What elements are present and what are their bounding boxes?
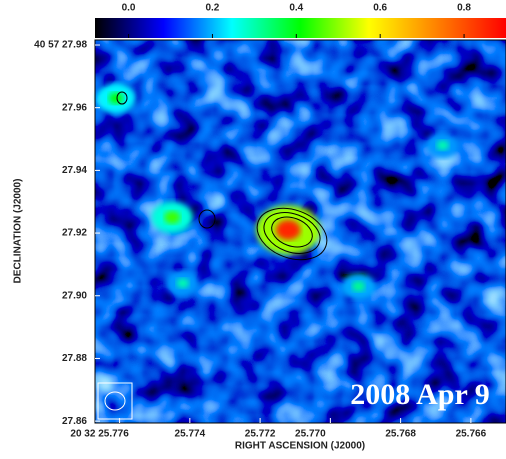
y-tick-label: 27.92 bbox=[62, 228, 87, 239]
x-tick-label: 25.772 bbox=[245, 429, 276, 440]
x-tick-label: 20 32 25.776 bbox=[70, 429, 129, 440]
y-tick-label: 40 57 27.98 bbox=[34, 40, 87, 51]
beam-box bbox=[97, 382, 133, 420]
x-tick-label: 25.770 bbox=[295, 429, 326, 440]
annotation: 2008 Apr 9 bbox=[350, 378, 489, 411]
colorbar-tick-label: 0.2 bbox=[205, 3, 219, 14]
source-core bbox=[275, 220, 301, 240]
y-tick-label: 27.86 bbox=[62, 416, 87, 427]
contours bbox=[116, 91, 328, 261]
colorbar-tick-label: 0.0 bbox=[122, 3, 136, 14]
colorbar-tick-label: 0.6 bbox=[373, 3, 387, 14]
frame bbox=[94, 39, 506, 424]
x-tick-label: 25.774 bbox=[175, 429, 206, 440]
colorbar bbox=[95, 18, 506, 38]
source-core bbox=[436, 140, 450, 151]
y-tick-label: 27.96 bbox=[62, 102, 87, 113]
beam bbox=[104, 391, 126, 411]
x-tick-label: 25.768 bbox=[385, 429, 416, 440]
source-core bbox=[108, 92, 124, 105]
source-core bbox=[164, 211, 181, 224]
colorbar-tick-label: 0.4 bbox=[289, 3, 303, 14]
y-axis-label: DECLINATION (J2000) bbox=[13, 179, 24, 284]
y-tick-label: 27.94 bbox=[62, 165, 87, 176]
x-tick-label: 25.766 bbox=[456, 429, 487, 440]
colorbar-tick-label: 0.8 bbox=[457, 3, 471, 14]
source-core bbox=[351, 281, 365, 292]
y-tick-label: 27.90 bbox=[62, 290, 87, 301]
x-axis-label: RIGHT ASCENSION (J2000) bbox=[235, 441, 365, 452]
source-core bbox=[176, 278, 190, 289]
y-tick-label: 27.88 bbox=[62, 353, 87, 364]
